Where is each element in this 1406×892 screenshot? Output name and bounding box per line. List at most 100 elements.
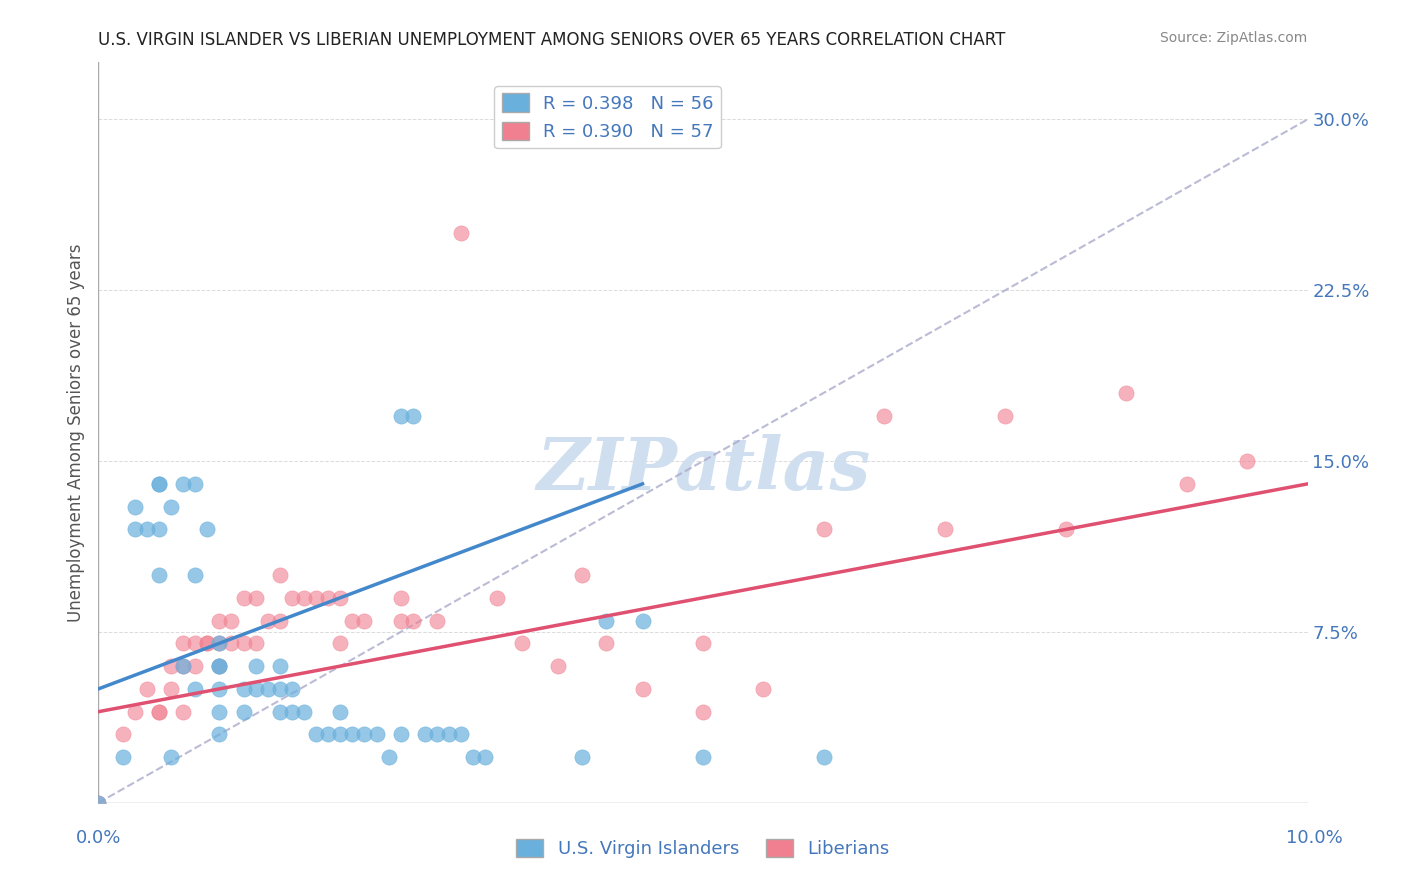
Point	[813, 523, 835, 537]
Point	[571, 750, 593, 764]
Point	[269, 568, 291, 582]
Point	[232, 591, 254, 605]
Point	[195, 636, 218, 650]
Point	[353, 614, 375, 628]
Point	[474, 750, 496, 764]
Point	[124, 523, 146, 537]
Point	[463, 750, 485, 764]
Text: 0.0%: 0.0%	[76, 829, 121, 847]
Point	[281, 705, 304, 719]
Point	[208, 659, 231, 673]
Point	[292, 705, 315, 719]
Point	[377, 750, 399, 764]
Point	[595, 614, 617, 628]
Point	[389, 614, 412, 628]
Point	[221, 614, 243, 628]
Point	[184, 476, 207, 491]
Point	[329, 636, 352, 650]
Point	[184, 636, 207, 650]
Point	[172, 476, 194, 491]
Point	[450, 227, 472, 241]
Point	[135, 523, 157, 537]
Point	[1236, 454, 1258, 468]
Point	[873, 409, 896, 423]
Point	[221, 636, 243, 650]
Point	[692, 705, 714, 719]
Point	[281, 591, 304, 605]
Point	[571, 568, 593, 582]
Point	[450, 727, 472, 741]
Point	[184, 568, 207, 582]
Point	[389, 409, 412, 423]
Point	[232, 705, 254, 719]
Point	[486, 591, 509, 605]
Point	[208, 636, 231, 650]
Point	[269, 705, 291, 719]
Point	[329, 591, 352, 605]
Point	[245, 591, 267, 605]
Point	[172, 659, 194, 673]
Point	[437, 727, 460, 741]
Point	[172, 659, 194, 673]
Point	[329, 705, 352, 719]
Point	[305, 727, 328, 741]
Point	[595, 636, 617, 650]
Point	[208, 727, 231, 741]
Point	[195, 523, 218, 537]
Point	[124, 705, 146, 719]
Point	[329, 727, 352, 741]
Point	[366, 727, 388, 741]
Point	[292, 591, 315, 605]
Point	[245, 681, 267, 696]
Point	[148, 476, 170, 491]
Point	[184, 659, 207, 673]
Point	[160, 681, 183, 696]
Text: ZIPatlas: ZIPatlas	[536, 434, 870, 505]
Point	[148, 476, 170, 491]
Point	[172, 636, 194, 650]
Point	[208, 614, 231, 628]
Point	[631, 614, 654, 628]
Point	[402, 614, 425, 628]
Point	[160, 750, 183, 764]
Point	[124, 500, 146, 514]
Point	[148, 523, 170, 537]
Point	[135, 681, 157, 696]
Point	[342, 727, 364, 741]
Point	[934, 523, 956, 537]
Point	[111, 750, 134, 764]
Point	[148, 705, 170, 719]
Text: 10.0%: 10.0%	[1286, 829, 1343, 847]
Point	[426, 727, 449, 741]
Point	[510, 636, 533, 650]
Point	[232, 636, 254, 650]
Point	[148, 568, 170, 582]
Point	[208, 636, 231, 650]
Point	[160, 500, 183, 514]
Point	[208, 659, 231, 673]
Point	[994, 409, 1017, 423]
Point	[692, 636, 714, 650]
Text: Source: ZipAtlas.com: Source: ZipAtlas.com	[1160, 31, 1308, 45]
Point	[256, 681, 278, 696]
Point	[160, 659, 183, 673]
Point	[389, 591, 412, 605]
Point	[547, 659, 569, 673]
Legend: U.S. Virgin Islanders, Liberians: U.S. Virgin Islanders, Liberians	[509, 831, 897, 865]
Point	[402, 409, 425, 423]
Point	[208, 659, 231, 673]
Legend: R = 0.398   N = 56, R = 0.390   N = 57: R = 0.398 N = 56, R = 0.390 N = 57	[495, 87, 721, 148]
Point	[111, 727, 134, 741]
Point	[269, 681, 291, 696]
Point	[413, 727, 436, 741]
Point	[692, 750, 714, 764]
Point	[1054, 523, 1077, 537]
Point	[195, 636, 218, 650]
Point	[232, 681, 254, 696]
Text: U.S. VIRGIN ISLANDER VS LIBERIAN UNEMPLOYMENT AMONG SENIORS OVER 65 YEARS CORREL: U.S. VIRGIN ISLANDER VS LIBERIAN UNEMPLO…	[98, 31, 1005, 49]
Point	[389, 727, 412, 741]
Point	[1115, 385, 1137, 400]
Point	[172, 705, 194, 719]
Point	[353, 727, 375, 741]
Point	[316, 591, 339, 605]
